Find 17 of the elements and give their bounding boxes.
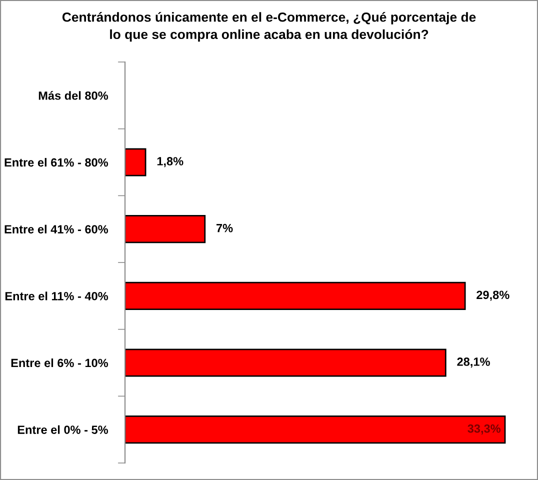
y-tick-label: Entre el 0% - 5% (18, 425, 108, 434)
data-label: 28,1% (457, 358, 490, 368)
bar (125, 282, 466, 310)
data-label: 33,3% (468, 424, 501, 434)
bar (125, 416, 506, 444)
data-label: 29,8% (476, 290, 510, 301)
y-tick-label: Entre el 6% - 10% (11, 358, 108, 368)
bar (125, 215, 206, 244)
bar (125, 348, 446, 377)
y-tick-label: Entre el 41% - 60% (4, 224, 108, 234)
bar (125, 148, 146, 176)
y-tick-label: Entre el 11% - 40% (5, 292, 108, 300)
chart-title: Centrándonos únicamente en el e-Commerce, ¿Qué porcentaje de lo que se compra online acaba en una devolución? (62, 12, 476, 42)
data-label: 7% (216, 224, 233, 232)
y-tick-label: Más del 80% (38, 91, 108, 100)
y-tick-label: Entre el 61% - 80% (4, 158, 108, 167)
data-label: 1,8% (157, 157, 184, 168)
